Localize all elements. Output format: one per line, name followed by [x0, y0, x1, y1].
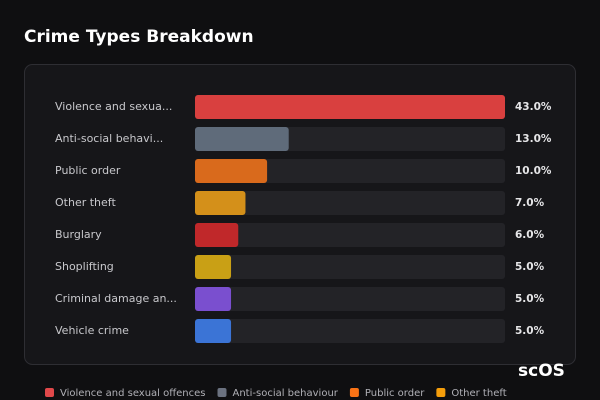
value-label: 6.0% [515, 229, 545, 241]
legend-label: Anti-social behaviour [233, 388, 339, 399]
bar [195, 95, 505, 119]
legend-swatch [436, 388, 446, 397]
chart-title: Crime Types Breakdown [24, 27, 254, 47]
bar [195, 319, 232, 343]
value-label: 43.0% [515, 101, 552, 113]
value-label: 13.0% [515, 133, 552, 145]
value-label: 7.0% [515, 197, 545, 209]
category-label: Vehicle crime [55, 324, 129, 337]
watermark: scOS [518, 361, 565, 381]
bar-track [195, 191, 505, 215]
bar [195, 159, 268, 183]
category-label: Public order [55, 164, 121, 177]
category-label: Burglary [55, 228, 102, 241]
bar-track [195, 223, 505, 247]
legend-swatch [45, 388, 54, 397]
category-label: Other theft [55, 196, 116, 209]
category-label: Criminal damage an... [55, 292, 177, 305]
bar [195, 127, 289, 151]
bar-track [195, 255, 505, 279]
category-label: Violence and sexua... [55, 100, 172, 113]
value-label: 5.0% [515, 261, 545, 273]
category-label: Shoplifting [55, 260, 114, 273]
bar [195, 191, 246, 215]
value-label: 10.0% [515, 165, 552, 177]
legend-label: Public order [365, 388, 425, 399]
bar-track [195, 319, 505, 343]
legend-label: Violence and sexual offences [60, 388, 206, 399]
category-label: Anti-social behavi... [55, 132, 163, 145]
value-label: 5.0% [515, 293, 545, 305]
legend-swatch [349, 388, 359, 397]
bar [195, 223, 239, 247]
legend-swatch [217, 388, 227, 397]
bar-track [195, 159, 505, 183]
bar [195, 287, 232, 311]
bar [195, 255, 232, 279]
legend-label: Other theft [451, 388, 506, 399]
bar-track [195, 287, 505, 311]
value-label: 5.0% [515, 325, 545, 337]
